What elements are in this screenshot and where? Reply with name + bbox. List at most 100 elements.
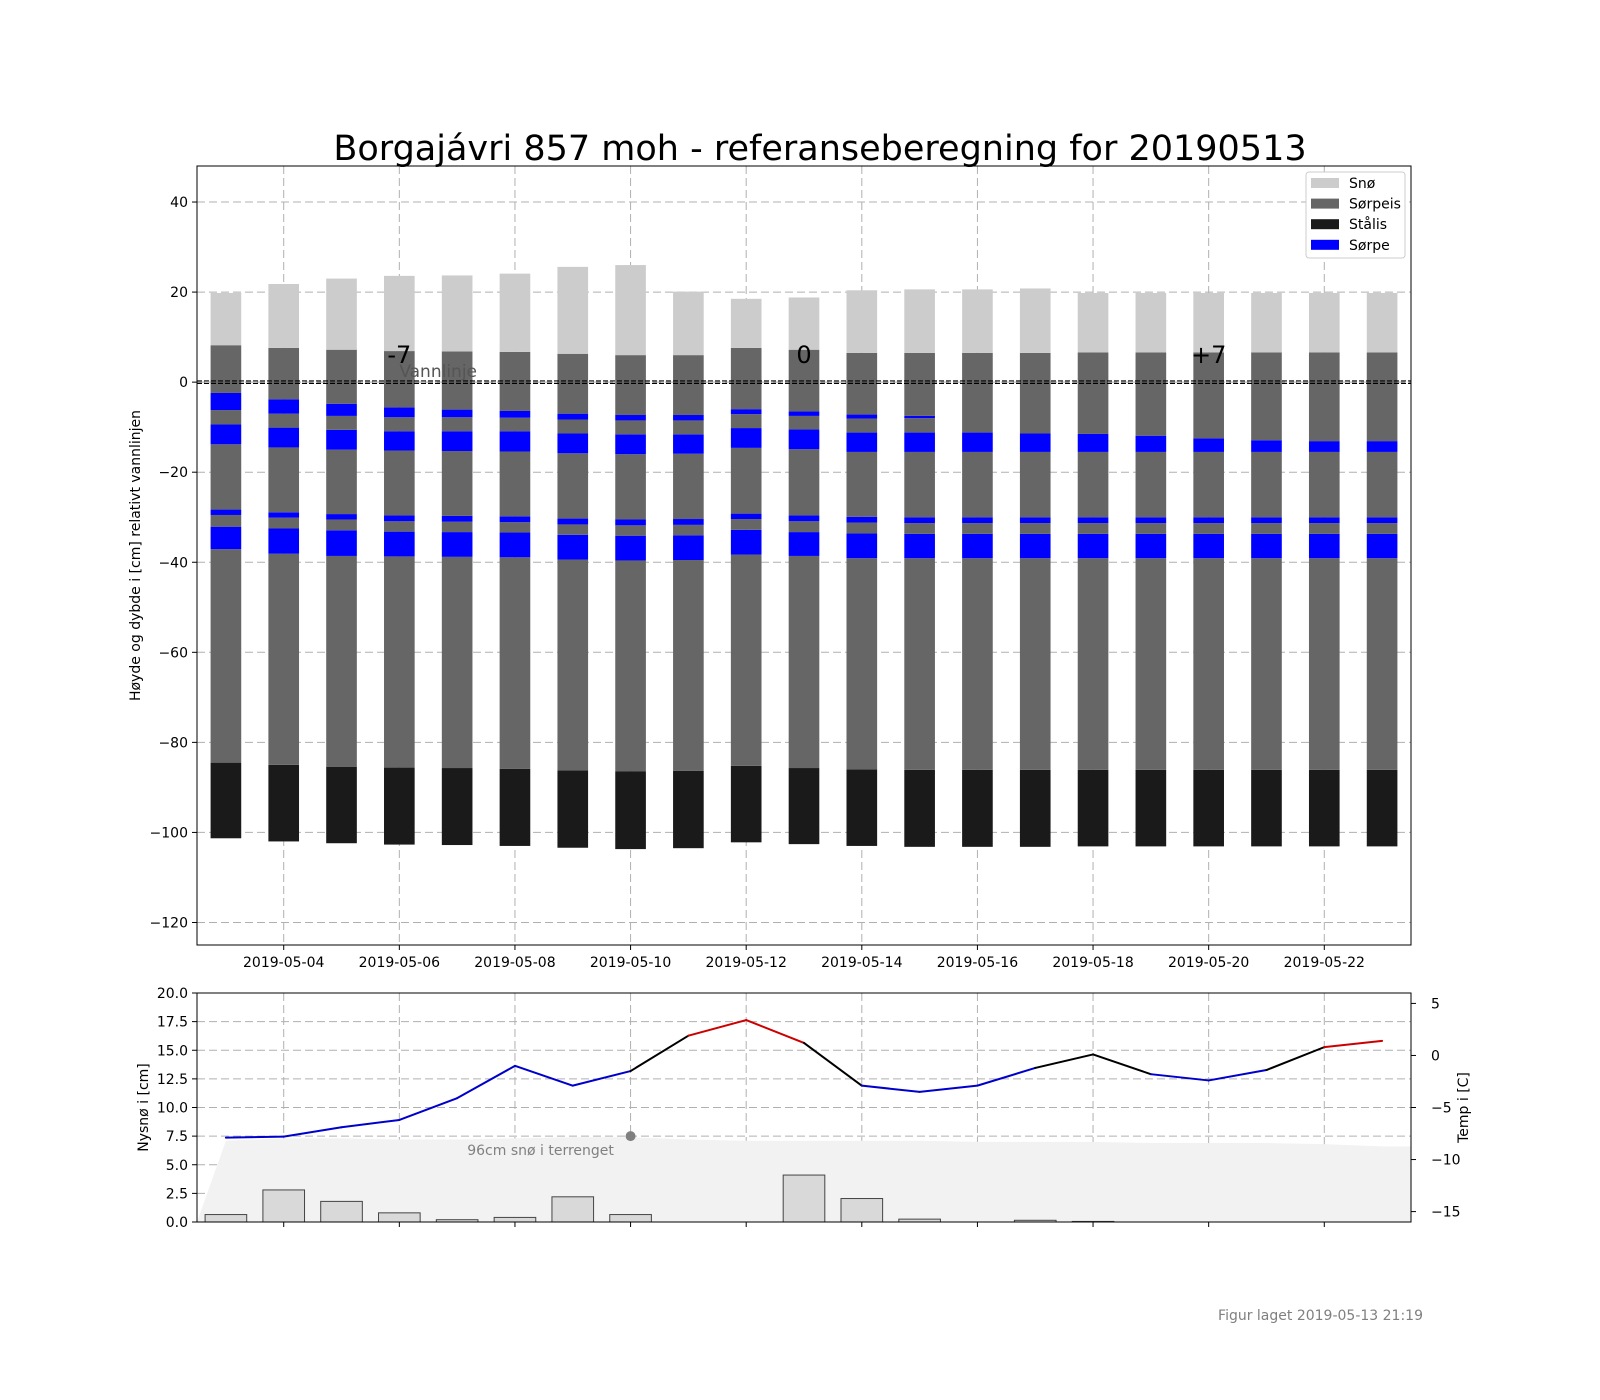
newsnow-bar [493,1216,537,1222]
ice-column [384,275,415,845]
layer-sorpe [384,531,415,557]
layer-sorpe [846,414,878,419]
legend: Snø Sørpeis Stålis Sørpe [1305,171,1406,259]
layer-stalis [904,769,935,847]
layer-sorpeis [1019,451,1051,518]
ice-column [788,297,820,845]
layer-sorpeis [268,447,300,513]
layer-sorpe [1251,440,1282,452]
layer-stalis [730,765,762,843]
x-tick-label: 2019-05-12 [706,955,787,971]
y-axis-label: Nysnø i [cm] [136,1063,152,1152]
y-tick-label: 17.5 [157,1015,188,1031]
y-tick-label: −20 [158,465,188,481]
x-tick-label: 2019-05-10 [590,955,671,971]
layer-sorpe [557,433,589,454]
layer-sorpe [1308,533,1340,559]
layer-stalis [788,768,820,845]
legend-swatch [1311,178,1339,188]
layer-sorpeis [1019,352,1051,434]
layer-sorpe [730,428,762,448]
layer-sorpe [1135,435,1167,452]
ice-column [1019,288,1051,847]
layer-sorpeis [673,524,704,536]
layer-sorpeis [210,444,242,510]
legend-swatch [1311,198,1339,209]
ice-column [499,273,531,846]
x-tick-label: 2019-05-22 [1284,955,1365,971]
y-tick-label: 5.0 [166,1158,188,1174]
layer-sorpe [1077,433,1109,452]
layer-stalis [268,764,300,842]
temperature-segment [1207,1069,1268,1082]
layer-sorpeis [1077,352,1109,434]
layer-sorpe [499,431,531,452]
layer-sorpe [557,518,589,525]
y-tick-label: 2.5 [166,1186,188,1202]
layer-sorpeis [1135,352,1167,436]
layer-sorpe [557,534,589,560]
temperature-segment [803,1041,863,1087]
layer-sorpe [1308,441,1340,452]
layer-sorpeis [730,519,762,530]
layer-sorpeis [210,345,242,393]
ice-column [904,289,935,847]
layer-sorpe [441,431,473,452]
layer-sorpeis [326,415,357,430]
x-tick-label: 2019-05-16 [937,955,1018,971]
layer-sorpe [1019,533,1051,559]
x-tick-label: 2019-05-18 [1052,955,1133,971]
ice-column [557,266,589,848]
layer-sorpeis [326,555,357,767]
layer-sorpeis [1193,352,1224,439]
layer-sorpeis [788,521,820,533]
layer-sorpeis [846,418,878,433]
layer-sorpeis [962,451,993,518]
newsnow-bar [320,1200,363,1222]
layer-sorpeis [1251,523,1282,534]
layer-sorpeis [384,351,415,408]
legend-box [1305,171,1406,259]
layer-sorpeis [1308,523,1340,534]
temperature-segment [918,1084,979,1093]
layer-sorpeis [1308,451,1340,518]
legend-swatch [1311,239,1339,250]
y-axis-label: Høyde og dybde i [cm] relativt vannlinje… [128,410,144,701]
layer-sorpe [268,427,300,448]
temperature-segment [860,1084,921,1093]
figure-timestamp: Figur laget 2019-05-13 21:19 [1218,1308,1423,1324]
y-tick-label: 0 [179,375,188,391]
temperature-segment [1034,1053,1095,1069]
layer-sorpeis [1366,558,1398,770]
layer-sorpeis [268,517,300,529]
layer-sorpeis [441,451,473,516]
chart-title: Borgajávri 857 moh - referanseberegning … [333,129,1306,169]
layer-sorpeis [730,447,762,514]
ice-column [326,278,357,844]
layer-sorpeis [1366,451,1398,518]
layer-stalis [673,770,704,849]
newsnow-bar [840,1198,884,1222]
layer-sorpeis [1308,352,1340,442]
layer-sorpe [1366,533,1398,559]
layer-sorpe [962,533,993,559]
temperature-segment [1265,1046,1326,1072]
temperature-segment [340,1118,401,1129]
layer-sorpe [730,513,762,520]
ice-column [1251,292,1282,847]
layer-sorpeis [210,514,242,527]
ice-column [615,265,646,850]
layer-sorpeis [1077,558,1109,770]
newsnow-bar [609,1214,652,1222]
layer-sorpeis [615,454,646,520]
y-tick-label: 10.0 [157,1101,188,1117]
y-tick-label: 20 [170,285,188,301]
layer-sorpeis [441,521,473,533]
layer-sorpe [499,410,531,418]
layer-sorpeis [268,553,300,765]
layer-stalis [1019,769,1051,847]
layer-sorpeis [846,451,878,517]
y2-tick-label: −15 [1431,1205,1461,1221]
layer-sno [499,273,531,352]
layer-sorpe [846,516,878,523]
